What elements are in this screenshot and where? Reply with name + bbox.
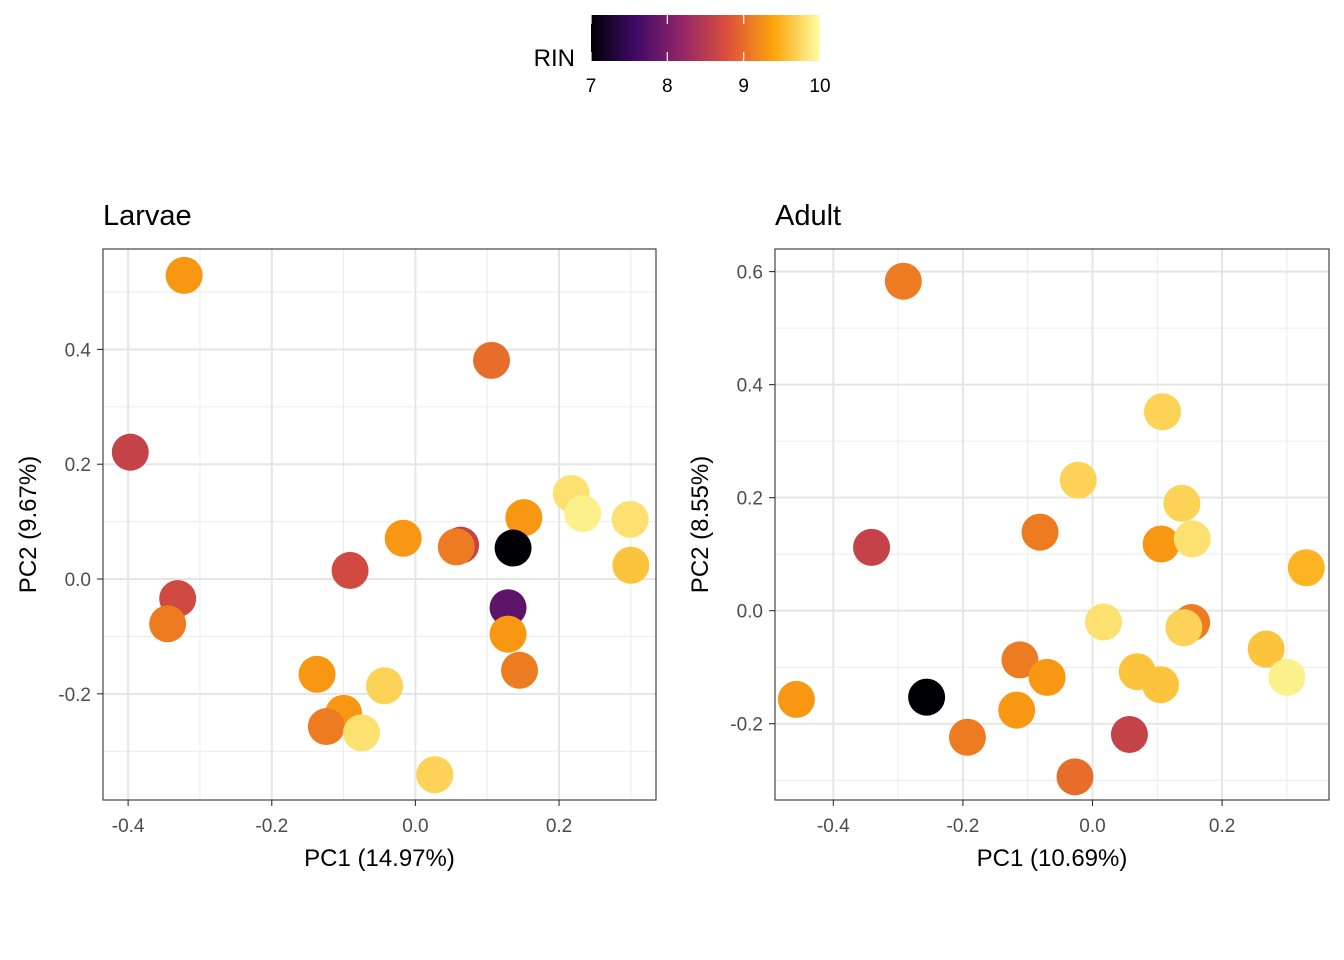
y-tick-label: 0.4 <box>737 376 764 397</box>
y-tick-label: 0.6 <box>737 263 763 284</box>
x-tick-label: -0.2 <box>947 816 980 837</box>
data-point <box>1287 549 1325 587</box>
data-point <box>1110 715 1148 753</box>
data-point <box>1247 630 1285 668</box>
data-point <box>1173 520 1211 558</box>
y-tick-label: 0.2 <box>65 455 91 476</box>
data-point <box>612 546 650 584</box>
data-point <box>494 529 532 567</box>
y-tick-label: -0.2 <box>58 685 91 706</box>
data-point <box>1143 393 1181 431</box>
data-point <box>473 341 511 379</box>
y-tick-label: 0.2 <box>737 489 763 510</box>
x-tick-label: 0.2 <box>546 816 572 837</box>
data-point <box>165 256 203 294</box>
legend-tick-label: 8 <box>662 76 673 97</box>
data-point <box>307 708 345 746</box>
legend-title: RIN <box>534 45 575 72</box>
x-tick-label: -0.4 <box>817 816 850 837</box>
y-tick-label: 0.4 <box>65 340 92 361</box>
data-point <box>1056 758 1094 796</box>
grid-larvae <box>103 249 656 800</box>
data-point <box>1165 609 1203 647</box>
x-tick-label: 0.0 <box>1079 816 1105 837</box>
data-point <box>853 528 891 566</box>
x-axis-ticks-larvae: -0.4 -0.2 0.0 0.2 <box>112 800 572 837</box>
legend-tick-label: 9 <box>738 76 749 97</box>
data-point <box>1059 461 1097 499</box>
plot-border-larvae <box>102 248 657 801</box>
data-point <box>1028 658 1066 696</box>
x-axis-title-larvae: PC1 (14.97%) <box>304 845 455 872</box>
larvae-panel: Larvae -0.4 -0.2 0.0 0.2 -0.2 0.0 0.2 0.4 PC1 … <box>15 200 657 872</box>
data-point <box>908 678 946 716</box>
data-point <box>384 519 422 557</box>
x-axis-ticks-adult: -0.4 -0.2 0.0 0.2 <box>817 800 1235 837</box>
data-point <box>298 655 336 693</box>
data-point <box>1142 525 1180 563</box>
data-point <box>111 433 149 471</box>
y-tick-label: 0.0 <box>737 602 763 623</box>
data-point <box>1001 641 1039 679</box>
data-point <box>501 651 539 689</box>
adult-panel: Adult -0.4 -0.2 0.0 0.2 -0.2 0.0 0.2 0.4 0.6 PC… <box>687 200 1330 872</box>
data-point <box>416 756 454 794</box>
legend-colorbar <box>591 15 820 61</box>
y-axis-title-larvae: PC2 (9.67%) <box>15 456 42 593</box>
x-tick-label: 0.2 <box>1209 816 1235 837</box>
plot-background-larvae <box>103 249 656 800</box>
data-point <box>489 589 527 627</box>
data-point <box>331 551 369 589</box>
data-point <box>777 680 815 718</box>
panel-title-adult: Adult <box>775 200 841 232</box>
legend-tick-label: 10 <box>809 76 830 97</box>
data-point <box>1142 666 1180 704</box>
data-point <box>884 262 922 300</box>
points-larvae <box>111 256 650 794</box>
data-point <box>1021 513 1059 551</box>
legend-tick-label: 7 <box>586 76 597 97</box>
data-point <box>489 615 527 653</box>
x-tick-label: 0.0 <box>402 816 428 837</box>
legend-ticks: 7 8 9 10 <box>586 15 831 97</box>
data-point <box>564 495 602 533</box>
data-point <box>1268 658 1306 696</box>
y-axis-title-adult: PC2 (8.55%) <box>687 456 714 593</box>
x-tick-label: -0.2 <box>255 816 288 837</box>
y-axis-ticks-larvae: -0.2 0.0 0.2 0.4 <box>58 340 103 706</box>
rin-legend: RIN 7 8 9 10 <box>534 15 831 97</box>
y-tick-label: -0.2 <box>730 715 763 736</box>
data-point <box>1085 603 1123 641</box>
data-point <box>437 528 475 566</box>
y-axis-ticks-adult: -0.2 0.0 0.2 0.4 0.6 <box>730 263 775 736</box>
grid-adult <box>775 249 1329 800</box>
plot-border-adult <box>774 248 1330 801</box>
points-adult <box>777 262 1325 796</box>
data-point <box>611 500 649 538</box>
x-tick-label: -0.4 <box>112 816 145 837</box>
data-point <box>948 718 986 756</box>
data-point <box>343 714 381 752</box>
panel-title-larvae: Larvae <box>103 200 192 232</box>
data-point <box>366 667 404 705</box>
data-point <box>149 605 187 643</box>
data-point <box>998 691 1036 729</box>
data-point <box>1163 484 1201 522</box>
data-point <box>505 499 543 537</box>
y-tick-label: 0.0 <box>65 570 91 591</box>
x-axis-title-adult: PC1 (10.69%) <box>977 845 1128 872</box>
